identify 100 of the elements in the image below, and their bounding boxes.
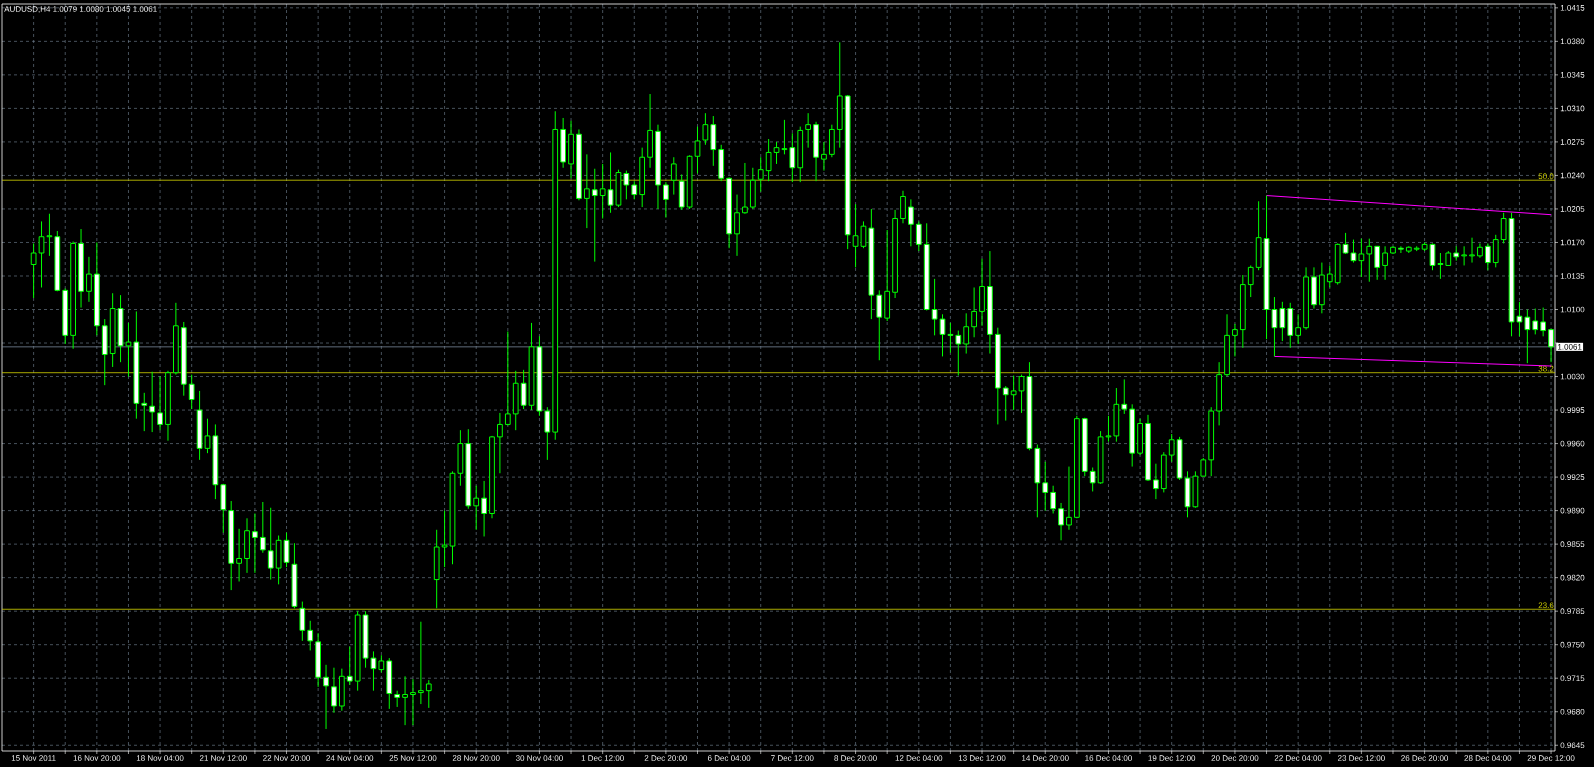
x-tick-label: 25 Nov 12:00 xyxy=(389,755,437,761)
annotation: 38.2 xyxy=(1538,365,1554,372)
x-tick-label: 24 Nov 04:00 xyxy=(326,755,374,761)
candlestick xyxy=(757,156,764,193)
annotation: 50.0 xyxy=(1538,173,1554,180)
annotation: 23.6 xyxy=(1538,602,1554,609)
candlestick xyxy=(1358,238,1365,278)
candlestick xyxy=(504,331,511,426)
y-tick-label: 1.0170 xyxy=(1560,239,1585,246)
y-tick-label: 0.9960 xyxy=(1560,440,1585,447)
y-tick-label: 0.9820 xyxy=(1560,574,1585,581)
candlestick xyxy=(1058,502,1064,541)
candlestick xyxy=(583,153,590,229)
candlestick xyxy=(1050,485,1057,514)
candlestick xyxy=(473,485,480,531)
candlestick xyxy=(1010,375,1017,411)
x-tick-label: 21 Nov 12:00 xyxy=(199,755,247,761)
candlestick xyxy=(323,664,329,730)
candlestick xyxy=(765,138,772,182)
x-tick-label: 19 Dec 12:00 xyxy=(1148,755,1196,761)
candlestick xyxy=(236,528,242,582)
candlestick xyxy=(670,156,677,196)
candlestick xyxy=(346,646,353,686)
candlestick xyxy=(544,406,551,461)
y-tick-label: 1.0310 xyxy=(1560,105,1585,112)
candlestick xyxy=(425,679,432,709)
candlestick xyxy=(86,256,92,303)
candlestick xyxy=(497,412,503,474)
candlestick xyxy=(188,374,195,410)
candlestick xyxy=(1524,309,1531,364)
candlestick xyxy=(331,667,337,714)
candlestick xyxy=(1398,245,1404,254)
y-tick-label: 0.9750 xyxy=(1560,641,1585,648)
candlestick xyxy=(1168,433,1175,463)
x-tick-label: 16 Dec 04:00 xyxy=(1085,755,1132,761)
x-tick-label: 23 Dec 12:00 xyxy=(1337,755,1385,761)
candlestick xyxy=(963,312,970,355)
y-tick-label: 1.0345 xyxy=(1560,72,1585,78)
x-tick-label: 29 Dec 12:00 xyxy=(1527,755,1575,761)
candlestick xyxy=(1066,466,1072,531)
candlestick xyxy=(149,371,156,433)
x-tick-label: 12 Dec 04:00 xyxy=(895,755,943,761)
candlestick xyxy=(481,480,487,537)
candlestick xyxy=(299,601,306,642)
y-tick-label: 1.0415 xyxy=(1560,4,1585,11)
x-tick-label: 14 Dec 20:00 xyxy=(1022,755,1069,761)
candlestick xyxy=(1461,245,1467,266)
x-tick-label: 28 Dec 04:00 xyxy=(1464,755,1512,761)
x-tick-label: 26 Dec 20:00 xyxy=(1401,755,1449,761)
x-tick-label: 15 Nov 2011 xyxy=(11,755,56,761)
candlestick xyxy=(599,163,606,220)
candlestick xyxy=(805,112,812,149)
y-tick-label: 0.9925 xyxy=(1560,474,1585,480)
x-tick-label: 22 Dec 04:00 xyxy=(1274,755,1322,761)
candlestick xyxy=(1492,234,1499,268)
x-tick-label: 16 Nov 20:00 xyxy=(73,755,121,761)
candlestick xyxy=(307,620,314,651)
y-tick-label: 1.0275 xyxy=(1560,139,1585,145)
x-tick-label: 8 Dec 20:00 xyxy=(834,755,877,761)
y-tick-label: 1.0030 xyxy=(1560,373,1585,380)
candlestick xyxy=(1469,237,1475,264)
candlestick xyxy=(1500,212,1507,244)
x-tick-label: 6 Dec 04:00 xyxy=(707,755,751,761)
candlestick xyxy=(900,190,906,224)
candlestick xyxy=(1089,467,1096,492)
candlestick xyxy=(267,507,274,581)
candlestick xyxy=(1540,307,1547,337)
x-tick-label: 7 Dec 12:00 xyxy=(771,755,814,761)
candlestick xyxy=(915,220,922,252)
chart-title: AUDUSD,H4 1.0079 1.0080 1.0045 1.0061 xyxy=(4,6,157,13)
y-tick-label: 0.9890 xyxy=(1560,507,1585,514)
y-tick-label: 0.9715 xyxy=(1560,675,1585,682)
y-tick-label: 0.9995 xyxy=(1560,407,1585,413)
candlestick xyxy=(1153,463,1159,500)
candlestick xyxy=(789,132,796,183)
candlestick xyxy=(1374,245,1381,281)
candlestick xyxy=(1002,385,1009,422)
candlestick xyxy=(259,501,266,554)
candlestick xyxy=(1121,378,1128,415)
x-tick-label: 2 Dec 20:00 xyxy=(644,755,688,761)
candlestick xyxy=(591,168,598,263)
candlestick xyxy=(1295,313,1302,345)
candlestick xyxy=(1382,245,1388,281)
candlestick xyxy=(623,170,630,200)
y-tick-label: 1.0100 xyxy=(1560,306,1585,313)
y-tick-label: 0.9855 xyxy=(1560,541,1585,547)
x-tick-label: 30 Nov 04:00 xyxy=(515,755,563,761)
candlestick xyxy=(520,369,527,410)
candlestick xyxy=(1532,308,1539,335)
candlestick xyxy=(734,194,740,257)
candlestick xyxy=(410,678,416,726)
candlestick xyxy=(1247,264,1254,298)
x-tick-label: 28 Nov 20:00 xyxy=(452,755,500,761)
y-tick-label: 1.0205 xyxy=(1560,206,1585,212)
candlestick xyxy=(141,392,148,432)
y-tick-label: 0.9645 xyxy=(1560,742,1585,749)
candlestick xyxy=(876,289,883,361)
candlestick xyxy=(742,162,748,215)
y-tick-label: 1.0240 xyxy=(1560,172,1585,179)
y-tick-label: 0.9680 xyxy=(1560,708,1585,715)
